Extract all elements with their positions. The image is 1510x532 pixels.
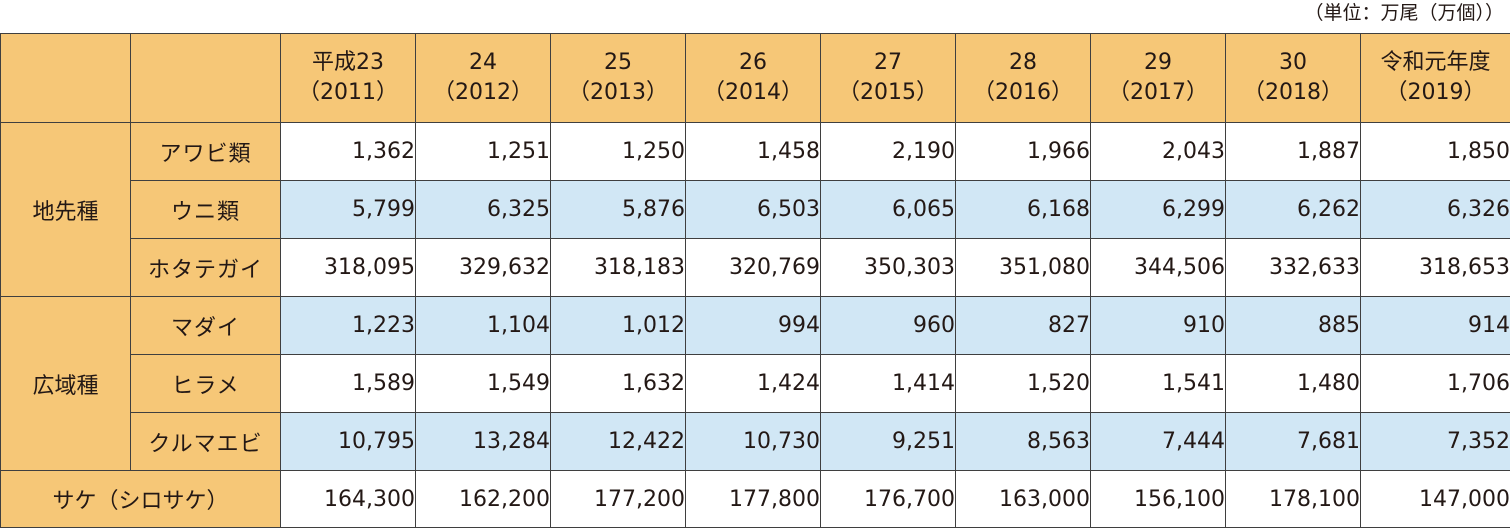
value-cell: 6,503 [685, 180, 821, 239]
value-cell: 1,223 [280, 296, 416, 355]
species-label: アワビ類 [130, 122, 281, 181]
value-cell: 8,563 [955, 412, 1091, 471]
value-cell: 6,325 [415, 180, 551, 239]
value-cell: 13,284 [415, 412, 551, 471]
value-cell: 10,730 [685, 412, 821, 471]
value-cell: 1,424 [685, 354, 821, 413]
table-row: ホタテガイ 318,095 329,632 318,183 320,769 35… [1, 238, 1510, 297]
value-cell: 318,183 [550, 238, 686, 297]
header-row: 平成23 （2011） 24 （2012） 25 （2013） 26 （2014） 27… [0, 33, 1510, 123]
value-cell: 329,632 [415, 238, 551, 297]
value-cell: 156,100 [1090, 470, 1226, 528]
value-cell: 1,414 [820, 354, 956, 413]
value-cell: 1,589 [280, 354, 416, 413]
value-cell: 12,422 [550, 412, 686, 471]
value-cell: 178,100 [1225, 470, 1361, 528]
value-cell: 1,549 [415, 354, 551, 413]
value-cell: 7,681 [1225, 412, 1361, 471]
value-cell: 6,065 [820, 180, 956, 239]
table-row: クルマエビ 10,795 13,284 12,422 10,730 9,251 … [1, 412, 1510, 471]
year-header: 29 （2017） [1090, 33, 1226, 123]
value-cell: 163,000 [955, 470, 1091, 528]
value-cell: 6,299 [1090, 180, 1226, 239]
value-cell: 9,251 [820, 412, 956, 471]
value-cell: 1,362 [280, 122, 416, 181]
value-cell: 1,850 [1360, 122, 1510, 181]
value-cell: 827 [955, 296, 1091, 355]
value-cell: 1,966 [955, 122, 1091, 181]
group-label-local: 地先種 [0, 122, 131, 297]
value-cell: 1,520 [955, 354, 1091, 413]
header-corner-species [130, 33, 281, 123]
value-cell: 6,168 [955, 180, 1091, 239]
value-cell: 162,200 [415, 470, 551, 528]
value-cell: 1,887 [1225, 122, 1361, 181]
value-cell: 1,251 [415, 122, 551, 181]
year-header: 24 （2012） [415, 33, 551, 123]
species-label: ウニ類 [130, 180, 281, 239]
year-header: 25 （2013） [550, 33, 686, 123]
value-cell: 1,480 [1225, 354, 1361, 413]
value-cell: 320,769 [685, 238, 821, 297]
table-row: ウニ類 5,799 6,325 5,876 6,503 6,065 6,168 … [1, 180, 1510, 239]
value-cell: 6,326 [1360, 180, 1510, 239]
value-cell: 994 [685, 296, 821, 355]
year-header: 平成23 （2011） [280, 33, 416, 123]
species-label-salmon: サケ（シロサケ） [0, 470, 281, 528]
value-cell: 914 [1360, 296, 1510, 355]
value-cell: 350,303 [820, 238, 956, 297]
value-cell: 177,800 [685, 470, 821, 528]
value-cell: 5,876 [550, 180, 686, 239]
stocking-table: 平成23 （2011） 24 （2012） 25 （2013） 26 （2014） 27… [0, 33, 1510, 528]
year-header: 26 （2014） [685, 33, 821, 123]
year-header: 27 （2015） [820, 33, 956, 123]
table-row: ヒラメ 1,589 1,549 1,632 1,424 1,414 1,520 … [1, 354, 1510, 413]
value-cell: 910 [1090, 296, 1226, 355]
value-cell: 1,250 [550, 122, 686, 181]
value-cell: 2,043 [1090, 122, 1226, 181]
table-row: サケ（シロサケ） 164,300 162,200 177,200 177,800… [0, 470, 1510, 528]
species-label: クルマエビ [130, 412, 281, 471]
value-cell: 164,300 [280, 470, 416, 528]
year-header: 30 （2018） [1225, 33, 1361, 123]
table-row: 広域種 マダイ 1,223 1,104 1,012 994 960 827 91… [0, 296, 1510, 471]
species-label: マダイ [130, 296, 281, 355]
header-corner-category [0, 33, 131, 123]
value-cell: 1,541 [1090, 354, 1226, 413]
year-header: 令和元年度 （2019） [1360, 33, 1510, 123]
value-cell: 1,012 [550, 296, 686, 355]
value-cell: 176,700 [820, 470, 956, 528]
value-cell: 147,000 [1360, 470, 1510, 528]
value-cell: 7,352 [1360, 412, 1510, 471]
group-label-wide: 広域種 [0, 296, 131, 471]
value-cell: 5,799 [280, 180, 416, 239]
value-cell: 351,080 [955, 238, 1091, 297]
value-cell: 177,200 [550, 470, 686, 528]
value-cell: 1,104 [415, 296, 551, 355]
value-cell: 7,444 [1090, 412, 1226, 471]
unit-note: （単位：万尾（万個）） [1304, 2, 1504, 24]
value-cell: 2,190 [820, 122, 956, 181]
value-cell: 318,095 [280, 238, 416, 297]
value-cell: 1,458 [685, 122, 821, 181]
value-cell: 318,653 [1360, 238, 1510, 297]
value-cell: 10,795 [280, 412, 416, 471]
value-cell: 6,262 [1225, 180, 1361, 239]
species-label: ホタテガイ [130, 238, 281, 297]
value-cell: 1,632 [550, 354, 686, 413]
value-cell: 344,506 [1090, 238, 1226, 297]
table-row: 地先種 アワビ類 1,362 1,251 1,250 1,458 2,190 1… [0, 122, 1510, 297]
species-label: ヒラメ [130, 354, 281, 413]
year-header: 28 （2016） [955, 33, 1091, 123]
value-cell: 1,706 [1360, 354, 1510, 413]
value-cell: 960 [820, 296, 956, 355]
value-cell: 885 [1225, 296, 1361, 355]
value-cell: 332,633 [1225, 238, 1361, 297]
